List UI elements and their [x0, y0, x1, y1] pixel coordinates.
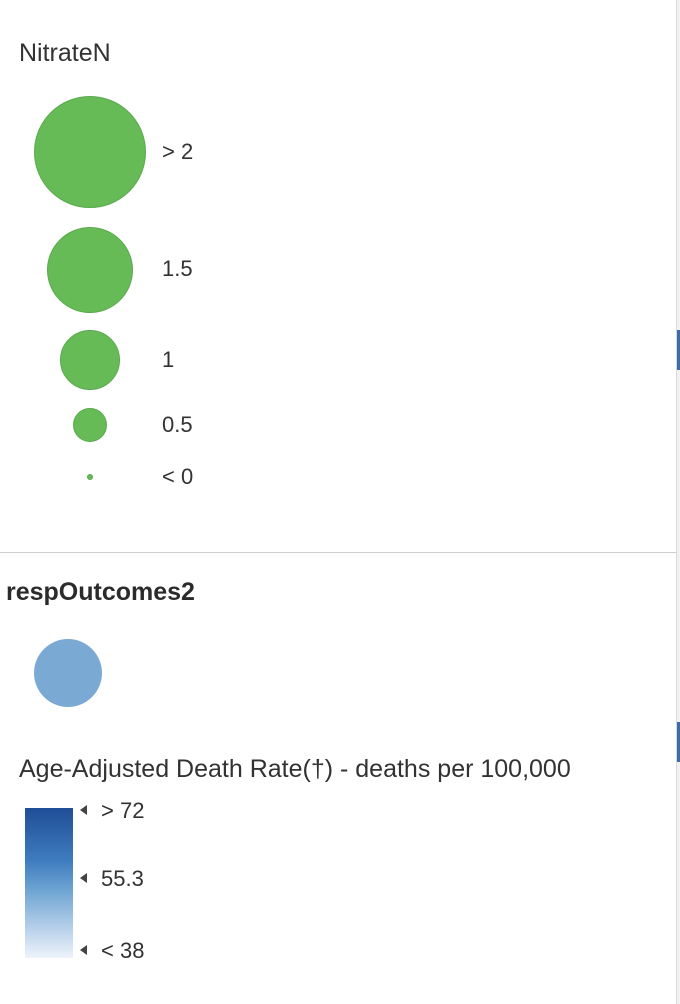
- size-label: > 2: [162, 139, 194, 164]
- size-label: < 0: [162, 464, 194, 489]
- field-title: Age-Adjusted Death Rate(†) - deaths per …: [19, 755, 571, 783]
- pointer-icon: [80, 805, 87, 816]
- ramp-label-text: 55.3: [101, 866, 144, 891]
- ramp-label-text: > 72: [101, 798, 145, 823]
- edge-marker: [677, 330, 680, 370]
- color-ramp: [25, 808, 73, 958]
- ramp-label-text: < 38: [101, 938, 145, 963]
- scrollbar-track[interactable]: [676, 0, 680, 1004]
- layer-symbol: [34, 639, 102, 707]
- section-divider: [0, 552, 676, 553]
- edge-marker: [677, 722, 680, 762]
- layer-title: respOutcomes2: [6, 578, 195, 606]
- pointer-icon: [80, 945, 87, 956]
- nitrate-legend-title: NitrateN: [19, 39, 111, 67]
- size-symbol-small: [73, 408, 107, 442]
- size-symbol-medium: [60, 330, 120, 390]
- size-label: 1.5: [162, 256, 193, 281]
- ramp-label-mid: 55.3: [80, 866, 144, 892]
- size-symbol-tiny: [87, 474, 93, 480]
- size-symbol-large: [34, 96, 146, 208]
- size-symbol-medium-large: [47, 227, 133, 313]
- size-label: 0.5: [162, 412, 193, 437]
- size-label: 1: [162, 347, 175, 372]
- pointer-icon: [80, 873, 87, 884]
- ramp-label-high: > 72: [80, 798, 144, 824]
- ramp-label-low: < 38: [80, 938, 144, 964]
